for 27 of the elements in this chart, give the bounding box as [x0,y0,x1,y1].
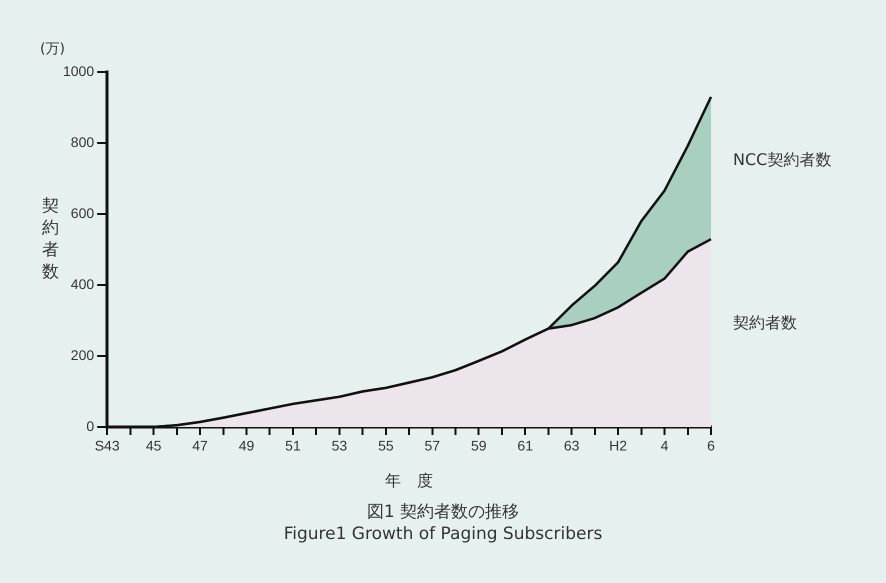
y-tick-label: 1000 [62,62,94,79]
x-tick-label: 61 [517,437,534,454]
x-axis-title: 年 度 [385,472,434,490]
text: Figure1 Growth of Paging Subscribers [282,524,604,544]
x-tick-label: 45 [146,437,162,454]
series-label: 契約者数 [733,312,797,332]
x-tick-label: 59 [470,437,487,454]
y-axis-title: 契約者数 [42,195,59,283]
x-tick-label: 55 [378,437,394,454]
x-tick-label: S43 [94,437,120,454]
y-tick-label: 400 [70,276,94,292]
text: (万) [40,40,65,58]
x-tick-label: 4 [660,437,669,454]
y-tick-label: 200 [70,346,94,363]
x-tick-label: 53 [332,437,348,454]
series-label: NCC契約者数 [733,150,832,170]
text: 図1 契約者数の推移 [366,501,520,523]
x-tick-label: H2 [609,437,628,454]
x-tick-label: 63 [564,437,580,454]
x-tick-label: 49 [238,437,254,454]
x-tick-label: 6 [707,437,716,454]
y-tick-label: 0 [86,418,94,434]
x-tick-label: 51 [285,437,301,454]
x-tick-label: 57 [424,437,440,454]
y-tick-label: 800 [70,134,94,150]
x-tick-label: 47 [192,437,208,454]
y-tick-label: 600 [70,204,94,221]
